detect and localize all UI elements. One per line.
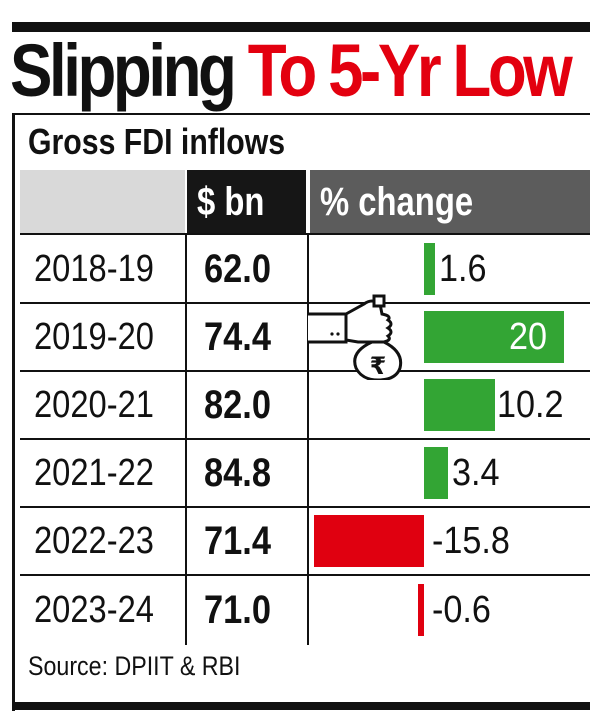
header-divider [20,233,590,235]
row-divider [20,302,590,304]
row-year: 2023-24 [34,589,154,631]
bar-positive [424,311,564,363]
row-pct: 3.4 [452,452,500,494]
headline-part1: Slipping [10,29,237,112]
bar-negative [418,584,424,636]
bottom-rule [12,702,590,710]
row-year: 2019-20 [34,316,154,358]
row-pct: 1.6 [439,248,487,290]
bar-negative [314,515,424,567]
row-usd: 71.4 [204,519,271,563]
top-rule [12,22,590,32]
row-year: 2021-22 [34,452,154,494]
row-usd: 74.4 [204,315,271,359]
bar-positive [424,379,495,431]
hand-holding-rupee-bag-icon: ₹ [308,294,403,380]
table-row: 2019-20 74.4 20 [20,303,590,372]
row-pct: -0.6 [432,589,491,631]
row-pct: 10.2 [497,384,564,426]
row-usd: 71.0 [204,588,271,632]
header-year [20,170,185,233]
table-row: 2023-24 71.0 -0.6 [20,576,590,644]
source-note: Source: DPIIT & RBI [28,651,241,681]
row-pct: 20 [509,316,548,358]
header-pct-label: % change [320,180,474,224]
row-divider [20,506,590,508]
table-row: 2021-22 84.8 3.4 [20,439,590,508]
row-usd: 62.0 [204,247,271,291]
header-usd: $ bn [187,170,306,233]
row-year: 2022-23 [34,520,154,562]
table-row: 2020-21 82.0 10.2 [20,371,590,440]
row-year: 2018-19 [34,248,154,290]
row-usd: 82.0 [204,383,271,427]
svg-text:₹: ₹ [370,352,387,380]
table-row: 2018-19 62.0 1.6 [20,235,590,304]
table-frame [12,113,590,711]
row-usd: 84.8 [204,451,271,495]
table-row: 2022-23 71.4 -15.8 [20,507,590,576]
row-divider [20,574,590,576]
bar-positive [424,447,448,499]
header-pct-change: % change [310,170,590,233]
headline: Slipping To 5-Yr Low [10,29,573,112]
bar-positive [424,243,435,295]
row-divider [20,370,590,372]
row-year: 2020-21 [34,384,154,426]
row-divider [20,438,590,440]
header-usd-label: $ bn [197,180,265,224]
row-pct: -15.8 [432,520,510,562]
headline-part2: To 5-Yr Low [247,29,573,112]
table-subtitle: Gross FDI inflows [28,121,286,162]
